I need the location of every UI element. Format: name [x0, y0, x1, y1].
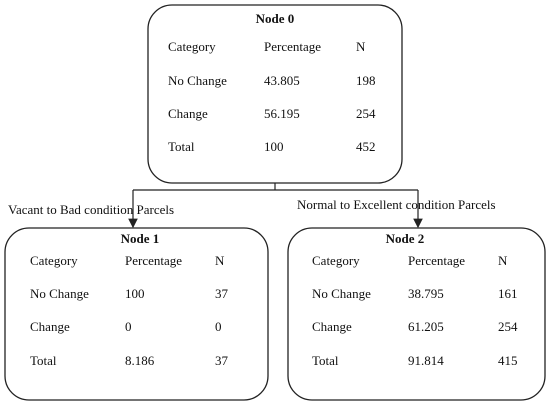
table-cell: 37 [215, 353, 229, 368]
table-cell: 0 [125, 319, 132, 334]
node-title: Node 1 [121, 231, 160, 246]
table-cell: 56.195 [264, 106, 300, 121]
column-header: Percentage [264, 39, 321, 54]
table-cell: 254 [498, 319, 518, 334]
table-cell: 100 [125, 286, 145, 301]
table-cell: 100 [264, 139, 284, 154]
table-cell: No Change [168, 73, 227, 88]
table-cell: 452 [356, 139, 376, 154]
table-cell: No Change [30, 286, 89, 301]
node-title: Node 0 [256, 11, 295, 26]
table-cell: Total [312, 353, 339, 368]
table-cell: Change [312, 319, 352, 334]
column-header: Category [168, 39, 216, 54]
column-header: N [215, 253, 225, 268]
table-cell: 415 [498, 353, 518, 368]
table-cell: Total [168, 139, 195, 154]
table-cell: 161 [498, 286, 518, 301]
edge-label: Normal to Excellent condition Parcels [297, 197, 496, 212]
table-cell: No Change [312, 286, 371, 301]
table-cell: Change [30, 319, 70, 334]
table-cell: 254 [356, 106, 376, 121]
table-cell: 43.805 [264, 73, 300, 88]
table-cell: Change [168, 106, 208, 121]
table-cell: 198 [356, 73, 376, 88]
edge-label: Vacant to Bad condition Parcels [8, 202, 174, 217]
column-header: Percentage [408, 253, 465, 268]
column-header: Category [30, 253, 78, 268]
table-cell: 38.795 [408, 286, 444, 301]
table-cell: Total [30, 353, 57, 368]
column-header: N [498, 253, 508, 268]
column-header: Percentage [125, 253, 182, 268]
connector [133, 183, 418, 191]
node-box [147, 4, 403, 184]
table-cell: 8.186 [125, 353, 155, 368]
table-cell: 37 [215, 286, 229, 301]
node-title: Node 2 [386, 231, 425, 246]
column-header: N [356, 39, 366, 54]
table-cell: 61.205 [408, 319, 444, 334]
column-header: Category [312, 253, 360, 268]
table-cell: 0 [215, 319, 222, 334]
table-cell: 91.814 [408, 353, 444, 368]
